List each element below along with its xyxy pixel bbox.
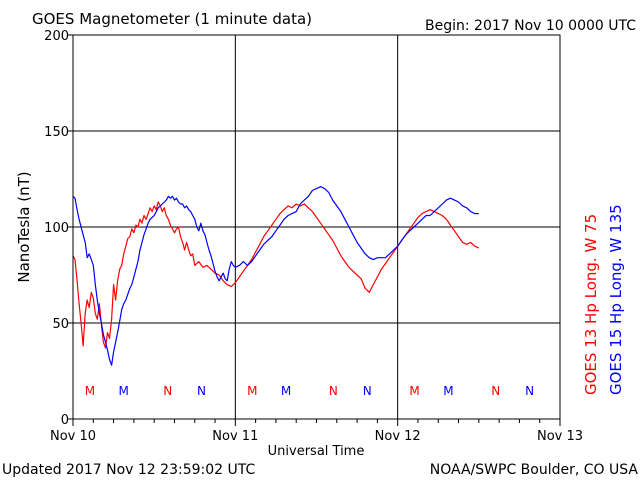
x-axis-label: Universal Time [268,444,365,459]
event-marker: N [525,384,534,398]
series-lines [72,186,480,366]
x-tick-label: Nov 12 [375,429,421,444]
event-marker: M [119,384,129,398]
x-tick-label: Nov 10 [50,429,96,444]
event-marker: M [409,384,419,398]
legend-entry-2: GOES 15 Hp Long. W 135 [607,204,625,395]
y-axis-ticks: 0 50 100 150 200 [44,29,73,428]
event-marker: N [329,384,338,398]
gridlines [73,35,560,419]
event-marker: N [363,384,372,398]
legend-entry-1: GOES 13 Hp Long. W 75 [582,214,600,395]
x-tick-label: Nov 13 [537,429,583,444]
event-marker: M [281,384,291,398]
event-marker: N [197,384,206,398]
y-tick-label: 50 [52,317,69,332]
series-line-1 [72,201,480,349]
event-marker: M [443,384,453,398]
x-axis-ticks: Nov 10 Nov 11 Nov 12 Nov 13 [50,419,583,444]
x-tick-label: Nov 11 [212,429,258,444]
event-marker: N [491,384,500,398]
updated-time: Updated 2017 Nov 12 23:59:02 UTC [2,462,255,478]
begin-time: Begin: 2017 Nov 10 0000 UTC [425,18,636,34]
y-tick-label: 0 [61,413,69,428]
y-tick-label: 200 [44,29,69,44]
y-tick-label: 150 [44,125,69,140]
event-marker: M [85,384,95,398]
y-axis-label: NanoTesla (nT) [15,171,33,282]
credit: NOAA/SWPC Boulder, CO USA [430,462,639,478]
event-marker: M [247,384,257,398]
y-tick-label: 100 [44,221,69,236]
chart-title: GOES Magnetometer (1 minute data) [32,10,312,28]
series-line-2 [72,186,479,366]
event-marker: N [163,384,172,398]
legend: GOES 13 Hp Long. W 75 GOES 15 Hp Long. W … [582,204,625,395]
